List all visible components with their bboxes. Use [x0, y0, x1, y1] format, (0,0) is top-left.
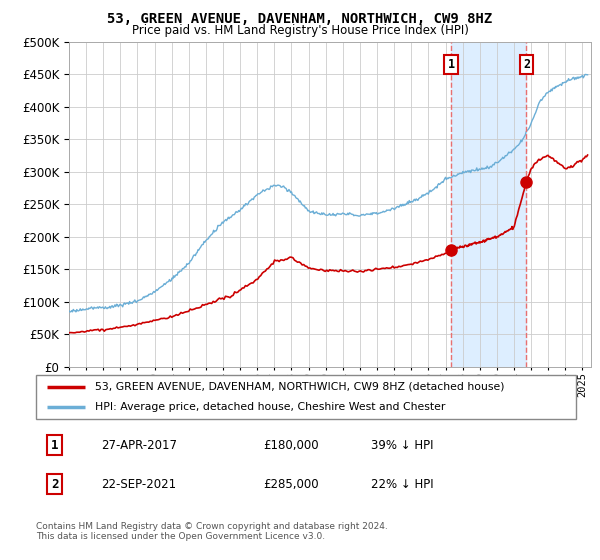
Text: 1: 1 — [51, 438, 59, 451]
Text: 53, GREEN AVENUE, DAVENHAM, NORTHWICH, CW9 8HZ: 53, GREEN AVENUE, DAVENHAM, NORTHWICH, C… — [107, 12, 493, 26]
Text: 39% ↓ HPI: 39% ↓ HPI — [371, 438, 433, 451]
Text: 2: 2 — [51, 478, 59, 491]
Text: £285,000: £285,000 — [263, 478, 319, 491]
Text: £180,000: £180,000 — [263, 438, 319, 451]
Text: Contains HM Land Registry data © Crown copyright and database right 2024.
This d: Contains HM Land Registry data © Crown c… — [36, 522, 388, 542]
Text: 22-SEP-2021: 22-SEP-2021 — [101, 478, 176, 491]
Text: 22% ↓ HPI: 22% ↓ HPI — [371, 478, 433, 491]
Text: HPI: Average price, detached house, Cheshire West and Chester: HPI: Average price, detached house, Ches… — [95, 402, 446, 412]
Text: 1: 1 — [448, 58, 455, 71]
FancyBboxPatch shape — [36, 375, 576, 419]
Text: 2: 2 — [523, 58, 530, 71]
Bar — [451, 42, 526, 367]
Text: 27-APR-2017: 27-APR-2017 — [101, 438, 177, 451]
Text: Price paid vs. HM Land Registry's House Price Index (HPI): Price paid vs. HM Land Registry's House … — [131, 24, 469, 36]
Text: 53, GREEN AVENUE, DAVENHAM, NORTHWICH, CW9 8HZ (detached house): 53, GREEN AVENUE, DAVENHAM, NORTHWICH, C… — [95, 382, 505, 392]
